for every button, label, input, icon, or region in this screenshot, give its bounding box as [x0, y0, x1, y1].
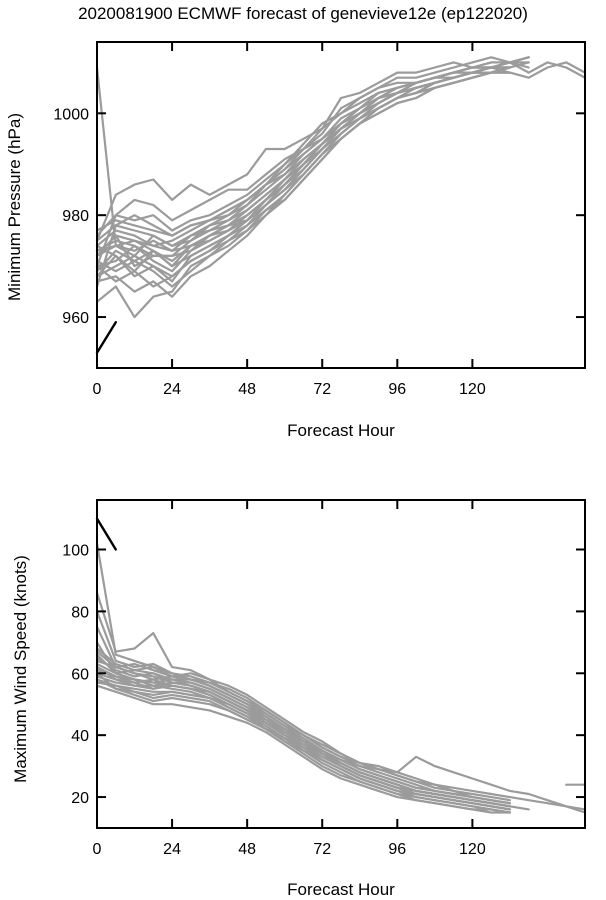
pressure-panel: Minimum Pressure (hPa) Forecast Hour 0 24… [5, 41, 587, 440]
wind-y-tick-label: 100 [62, 543, 89, 560]
pressure-x-tick-label: 120 [459, 381, 486, 398]
wind-y-tick-label: 40 [71, 728, 89, 745]
wind-panel: Maximum Wind Speed (knots) Forecast Hour… [11, 499, 587, 899]
pressure-x-tick-label: 24 [163, 381, 181, 398]
pressure-y-tick-label: 980 [62, 208, 89, 225]
wind-y-tick-label: 20 [71, 790, 89, 807]
wind-ensemble-member-line [95, 650, 511, 805]
pressure-observed-line [95, 321, 118, 354]
pressure-ensemble-member-line [95, 61, 587, 288]
wind-x-tick-label: 72 [313, 841, 331, 858]
wind-x-tick-label: 0 [93, 841, 102, 858]
pressure-x-tick-label: 96 [388, 381, 406, 398]
wind-ensemble-member-line [95, 591, 511, 805]
pressure-x-axis-label: Forecast Hour [287, 421, 395, 440]
wind-ensemble-member-line [95, 684, 511, 814]
wind-y-tick-label: 80 [71, 604, 89, 621]
pressure-ensemble-member-line [95, 66, 511, 268]
pressure-x-tick-label: 48 [238, 381, 256, 398]
wind-x-tick-label: 24 [163, 841, 181, 858]
pressure-ensemble-member-line [95, 66, 511, 268]
wind-x-tick-label: 48 [238, 841, 256, 858]
pressure-ensemble-member-line [95, 61, 511, 247]
pressure-ensemble-member-line [95, 56, 530, 268]
pressure-x-tick-label: 72 [313, 381, 331, 398]
wind-ensemble-member-line [95, 678, 511, 811]
pressure-ensemble-member-line [95, 61, 587, 242]
wind-ensemble-member-line [95, 625, 587, 814]
wind-x-tick-label: 96 [388, 841, 406, 858]
pressure-ensemble-member-line [95, 71, 511, 288]
wind-observed-line [95, 517, 118, 551]
wind-plot-frame [96, 499, 586, 829]
wind-ensemble-member-line [95, 681, 511, 814]
pressure-ensemble-member-line [95, 66, 511, 319]
pressure-ensemble-member-line [95, 66, 511, 298]
wind-ensemble-member-line [95, 542, 511, 805]
wind-y-tick-label: 60 [71, 666, 89, 683]
wind-ensemble-member-line [95, 647, 587, 811]
pressure-y-axis-label: Minimum Pressure (hPa) [5, 113, 24, 301]
chart-title: 2020081900 ECMWF forecast of genevieve12… [78, 4, 528, 23]
pressure-y-tick-label: 960 [62, 310, 89, 327]
wind-x-tick-label: 120 [459, 841, 486, 858]
wind-ensemble-member-line [95, 665, 511, 808]
pressure-plot-frame [96, 41, 586, 369]
wind-ensemble-member-line [95, 610, 511, 802]
pressure-x-tick-label: 0 [93, 381, 102, 398]
pressure-ensemble-member-line [95, 56, 530, 268]
wind-ensemble-member-line [95, 672, 511, 814]
wind-x-axis-label: Forecast Hour [287, 880, 395, 899]
wind-y-axis-label: Maximum Wind Speed (knots) [11, 555, 30, 783]
pressure-ensemble-member-line [95, 66, 511, 278]
pressure-y-tick-label: 1000 [53, 106, 89, 123]
